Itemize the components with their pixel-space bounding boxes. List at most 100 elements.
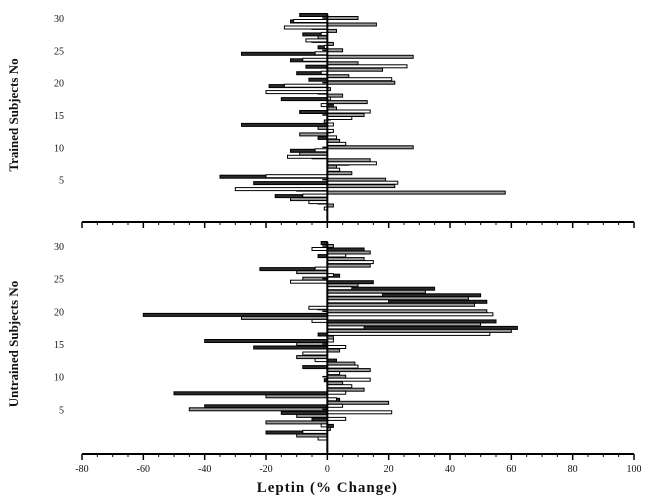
untrained-bar-subject-15-series-3 — [326, 345, 347, 349]
untrained-x-tick-label-80: 80 — [568, 464, 578, 475]
trained-bar-subject-2-series-3 — [308, 200, 328, 205]
untrained-x-tick-label--80: -80 — [75, 464, 88, 475]
untrained-bar-subject-27-series-3 — [314, 266, 328, 271]
trained-bar-subject-22-series-2 — [326, 67, 383, 72]
untrained-y-axis-title: Untrained Subjects No — [6, 281, 21, 407]
trained-bar-subject-21-series-3 — [326, 77, 393, 82]
trained-bar-subject-10-series-3 — [314, 148, 328, 153]
trained-bar-subject-4-series-1 — [253, 181, 328, 186]
trained-bar-subject-4-series-3 — [234, 187, 328, 192]
trained-bar-subject-8-series-3 — [326, 161, 377, 166]
untrained-bar-subject-3-series-2 — [265, 420, 328, 425]
untrained-x-tick-label-20: 20 — [384, 464, 394, 475]
untrained-bar-subject-20-series-3 — [326, 312, 494, 317]
trained-bar-subject-17-series-1 — [280, 97, 328, 102]
untrained-bar-subject-28-series-3 — [326, 260, 374, 265]
trained-bar-subject-17-series-2 — [326, 100, 368, 105]
untrained-bar-subject-12-series-3 — [326, 364, 359, 369]
trained-bar-subject-11-series-1 — [317, 135, 328, 140]
untrained-y-tick-label-30: 30 — [54, 242, 64, 253]
trained-bar-subject-3-series-3 — [302, 193, 328, 198]
untrained-bar-subject-30-series-3 — [311, 247, 328, 251]
trained-y-tick-label-10: 10 — [54, 143, 64, 154]
trained-bar-subject-15-series-3 — [326, 116, 353, 120]
untrained-x-tick-label--20: -20 — [259, 464, 272, 475]
trained-y-tick-label-25: 25 — [54, 46, 64, 57]
untrained-bar-subject-22-series-3 — [326, 299, 390, 304]
untrained-y-tick-label-25: 25 — [54, 275, 64, 286]
untrained-x-axis-title: Leptin (% Change) — [257, 480, 398, 496]
untrained-bar-subject-6-series-3 — [326, 403, 344, 408]
trained-bar-subject-12-series-3 — [326, 135, 337, 140]
trained-bar-subject-20-series-1 — [308, 77, 328, 82]
trained-bar-subject-6-series-2 — [326, 171, 353, 176]
untrained-bar-subject-16-series-1 — [317, 332, 328, 337]
trained-bar-subject-3-series-2 — [326, 190, 506, 195]
trained-bar-subject-11-series-3 — [326, 141, 347, 146]
untrained-bar-subject-28-series-1 — [317, 254, 328, 259]
untrained-bar-subject-4-series-2 — [296, 413, 328, 418]
trained-y-tick-label-5: 5 — [59, 176, 64, 187]
trained-bar-subject-20-series-2 — [326, 80, 396, 85]
untrained-x-tick-label-0: 0 — [325, 464, 330, 475]
untrained-bar-subject-19-series-3 — [311, 318, 328, 323]
untrained-bar-subject-18-series-3 — [326, 325, 365, 330]
untrained-bar-subject-25-series-3 — [290, 279, 328, 284]
trained-bar-subject-30-series-3 — [293, 19, 328, 23]
trained-bar-subject-4-series-2 — [326, 184, 396, 189]
trained-bar-subject-23-series-3 — [326, 64, 408, 69]
trained-bar-subject-30-series-2 — [326, 16, 359, 20]
trained-bar-subject-15-series-1 — [299, 110, 328, 114]
untrained-y-tick-label-5: 5 — [59, 405, 64, 416]
untrained-bar-subject-21-series-3 — [308, 305, 328, 310]
trained-bar-subject-24-series-1 — [241, 51, 328, 56]
trained-y-tick-label-30: 30 — [54, 14, 64, 25]
untrained-bar-subject-24-series-3 — [326, 286, 353, 291]
trained-bar-subject-10-series-2 — [326, 145, 414, 150]
untrained-bar-subject-2-series-3 — [302, 429, 328, 434]
untrained-bar-subject-17-series-3 — [326, 331, 491, 336]
untrained-bar-subject-4-series-3 — [326, 416, 347, 421]
trained-bar-subject-30-series-1 — [299, 13, 328, 17]
trained-bar-subject-16-series-3 — [326, 109, 371, 114]
untrained-bar-subject-1-series-3 — [317, 436, 328, 441]
trained-bar-subject-9-series-3 — [287, 154, 328, 159]
untrained-bar-subject-23-series-3 — [326, 292, 383, 297]
untrained-bar-subject-8-series-3 — [326, 390, 347, 395]
untrained-bar-subject-7-series-2 — [265, 394, 328, 399]
untrained-bar-subject-11-series-1 — [302, 365, 328, 370]
trained-bar-subject-6-series-3 — [265, 174, 328, 179]
trained-bar-subject-22-series-1 — [305, 64, 328, 69]
trained-bar-subject-25-series-3 — [314, 51, 328, 56]
trained-bar-subject-7-series-3 — [326, 167, 341, 172]
untrained-y-tick-label-20: 20 — [54, 307, 64, 318]
trained-bar-subject-20-series-3 — [283, 83, 328, 88]
untrained-x-tick-label--60: -60 — [137, 464, 150, 475]
trained-bar-subject-12-series-2 — [299, 132, 328, 137]
trained-bar-subject-24-series-2 — [326, 54, 414, 59]
untrained-y-tick-label-15: 15 — [54, 340, 64, 351]
trained-bar-subject-19-series-3 — [265, 90, 328, 95]
untrained-bar-subject-13-series-3 — [314, 358, 328, 363]
trained-bar-subject-27-series-3 — [305, 38, 328, 43]
untrained-x-tick-label--40: -40 — [198, 464, 211, 475]
untrained-bar-subject-7-series-3 — [326, 397, 337, 402]
untrained-bar-subject-14-series-3 — [302, 351, 328, 356]
untrained-bar-subject-5-series-3 — [326, 410, 393, 415]
untrained-bar-subject-21-series-2 — [326, 302, 475, 307]
untrained-bar-subject-14-series-1 — [253, 345, 328, 350]
trained-bar-subject-13-series-1 — [241, 122, 328, 127]
untrained-x-tick-label-100: 100 — [627, 464, 642, 475]
trained-bar-subject-13-series-2 — [317, 125, 328, 130]
untrained-x-tick-label-60: 60 — [506, 464, 516, 475]
trained-y-tick-label-15: 15 — [54, 111, 64, 122]
trained-bar-subject-28-series-2 — [326, 28, 337, 33]
untrained-y-tick-label-10: 10 — [54, 373, 64, 384]
untrained-bar-subject-10-series-3 — [326, 377, 371, 382]
untrained-bar-subject-26-series-2 — [296, 270, 328, 275]
panel-untrained: 5 10 15 20 25 30 -80 -60 -40 -20 0 20 40 60 80 100 Untra… — [6, 241, 642, 496]
untrained-bar-subject-27-series-2 — [326, 263, 371, 268]
trained-y-axis-title: Trained Subjects No — [6, 58, 21, 171]
trained-y-tick-label-20: 20 — [54, 79, 64, 90]
